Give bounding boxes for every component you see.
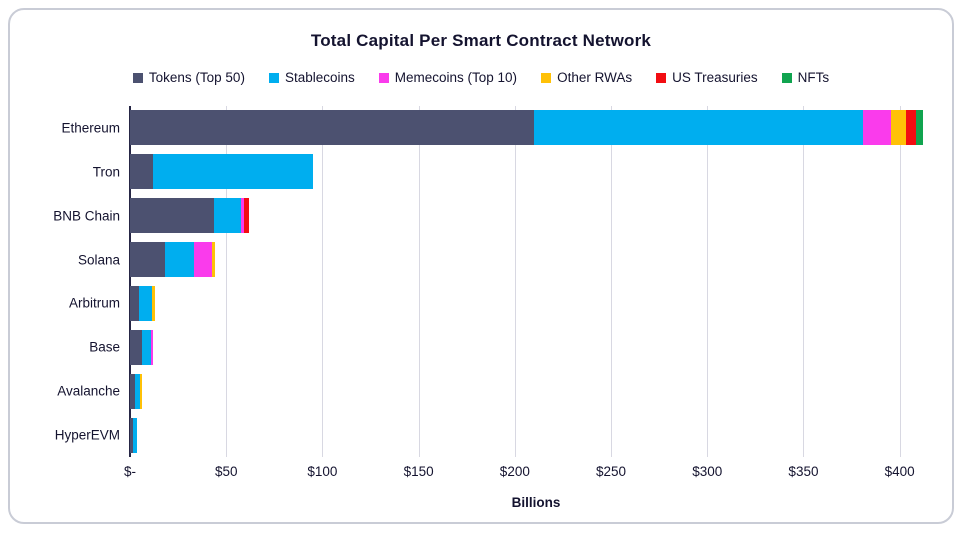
bar-rows — [130, 106, 942, 457]
chart-title: Total Capital Per Smart Contract Network — [310, 31, 652, 50]
bar-segment — [534, 110, 864, 146]
x-tick-label: $50 — [214, 464, 238, 479]
bar-segment — [130, 329, 142, 365]
bar-segment — [151, 329, 154, 365]
bar-segment — [213, 198, 241, 234]
bar-row — [130, 106, 942, 150]
bar-row — [130, 238, 942, 282]
gridline — [514, 106, 516, 457]
y-axis-line — [129, 106, 131, 457]
bar-segment — [240, 198, 245, 234]
bar-row — [130, 150, 942, 194]
category-label: Ethereum — [61, 120, 120, 136]
bar-row — [130, 194, 942, 238]
legend-label: Stablecoins — [284, 70, 355, 85]
category-label: Base — [89, 339, 120, 355]
bar-segment — [132, 417, 137, 453]
legend-item: NFTs — [781, 70, 830, 85]
category-label: Tron — [92, 164, 120, 180]
bar-segment — [164, 242, 195, 278]
category-label: Avalanche — [57, 383, 120, 399]
gridline — [803, 106, 805, 457]
x-axis-label: Billions — [511, 495, 561, 510]
x-tick-label: $400 — [884, 464, 915, 479]
bar-row — [130, 282, 942, 326]
bar-track — [130, 329, 942, 365]
bar-track — [130, 198, 942, 234]
bar-segment — [130, 242, 165, 278]
legend-label: US Treasuries — [672, 70, 758, 85]
x-tick-label: $150 — [403, 464, 434, 479]
bar-track — [130, 110, 942, 146]
category-label: BNB Chain — [53, 208, 120, 224]
x-tick-label: $100 — [307, 464, 338, 479]
category-axis: Ethereum Tron BNB Chain Solana Arbitrum Base A… — [28, 106, 120, 457]
legend-swatch-icon — [378, 72, 389, 83]
bar-segment — [130, 373, 135, 409]
gridline — [322, 106, 324, 457]
category-label: Arbitrum — [68, 295, 120, 311]
bar-segment — [153, 154, 313, 190]
legend-swatch-icon — [132, 72, 143, 83]
x-tick-label: $- — [123, 464, 137, 479]
bar-segment — [141, 329, 152, 365]
bar-track — [130, 242, 942, 278]
bar-segment — [211, 242, 215, 278]
bar-segment — [863, 110, 891, 146]
bar-segment — [890, 110, 907, 146]
bar-track — [130, 373, 942, 409]
bar-row — [130, 413, 942, 457]
x-axis-ticks: $- $50 $100 $150 $200 $250 $300 $350 $400 — [124, 464, 942, 482]
bar-segment — [152, 285, 155, 321]
bar-segment — [139, 373, 142, 409]
bar-segment — [130, 110, 535, 146]
bar-segment — [906, 110, 916, 146]
bar-row — [130, 325, 942, 369]
x-tick-label: $350 — [788, 464, 819, 479]
legend-label: Other RWAs — [557, 70, 633, 85]
gridline — [418, 106, 420, 457]
legend-label: Tokens (Top 50) — [148, 70, 245, 85]
legend-swatch-icon — [781, 72, 792, 83]
category-label: Solana — [77, 252, 120, 268]
bar-track — [130, 417, 942, 453]
legend-item: Other RWAs — [541, 70, 632, 85]
bar-segment — [138, 285, 153, 321]
bar-segment — [130, 417, 133, 453]
legend-item: US Treasuries — [656, 70, 758, 85]
bar-segment — [915, 110, 923, 146]
bar-track — [130, 154, 942, 190]
legend-item: Tokens (Top 50) — [132, 70, 245, 85]
bar-segment — [130, 154, 154, 190]
bar-segment — [244, 198, 250, 234]
bar-segment — [134, 373, 140, 409]
x-tick-label: $300 — [692, 464, 723, 479]
x-tick-label: $250 — [596, 464, 627, 479]
plot-area — [129, 106, 942, 457]
bar-track — [130, 285, 942, 321]
legend-swatch-icon — [541, 72, 552, 83]
chart-card: Total Capital Per Smart Contract Network… — [8, 8, 954, 524]
legend-item: Memecoins (Top 10) — [378, 70, 518, 85]
gridline — [611, 106, 613, 457]
legend-item: Stablecoins — [268, 70, 355, 85]
legend: Tokens (Top 50) Stablecoins Memecoins (Top… — [10, 70, 952, 85]
bar-row — [130, 369, 942, 413]
gridline — [899, 106, 901, 457]
category-label: HyperEVM — [54, 427, 120, 443]
legend-swatch-icon — [268, 72, 279, 83]
gridline — [226, 106, 228, 457]
chart-area: Ethereum Tron BNB Chain Solana Arbitrum Base A… — [28, 106, 942, 457]
x-tick-label: $200 — [499, 464, 530, 479]
bar-segment — [130, 198, 214, 234]
legend-label: Memecoins (Top 10) — [394, 70, 518, 85]
legend-swatch-icon — [656, 72, 667, 83]
bar-segment — [130, 285, 139, 321]
bar-segment — [194, 242, 212, 278]
legend-label: NFTs — [797, 70, 830, 85]
gridline — [707, 106, 709, 457]
